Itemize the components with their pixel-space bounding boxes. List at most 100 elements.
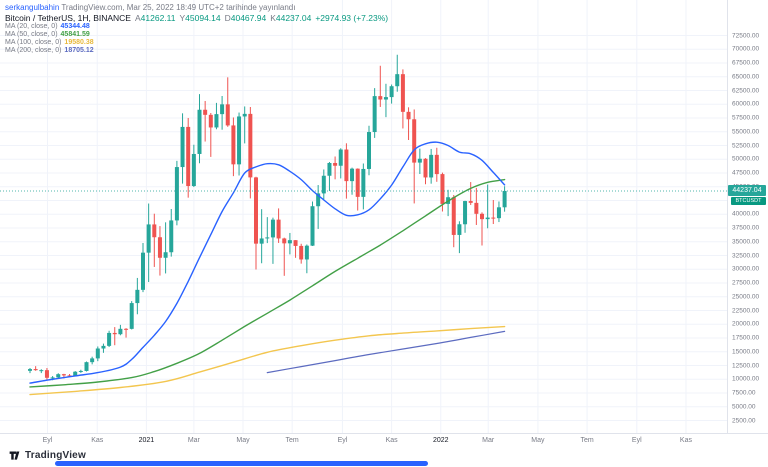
candle-body [50, 377, 55, 379]
candle-body [440, 174, 445, 204]
y-tick: 67500.00 [732, 59, 760, 67]
candle-body [157, 237, 162, 258]
candle-body [400, 74, 405, 112]
x-tick: 2022 [432, 437, 449, 444]
ma-legend-row[interactable]: MA (200, close, 0) 18705.12 [5, 47, 388, 55]
y-tick: 65000.00 [732, 73, 760, 81]
y-tick: 7500.00 [732, 389, 756, 397]
ma-line-ma20 [29, 141, 506, 384]
y-tick: 72500.00 [732, 32, 760, 39]
price-chart[interactable] [0, 0, 727, 433]
y-tick: 57500.00 [732, 114, 760, 122]
candle-body [73, 371, 78, 377]
candle-body [107, 332, 112, 346]
ma-line-ma200 [266, 330, 506, 374]
candle-body [152, 224, 157, 238]
y-tick: 32500.00 [732, 252, 760, 259]
candle-body [203, 109, 208, 115]
candle-body [496, 207, 501, 219]
x-tick: 2021 [138, 437, 155, 444]
attribution-text: TradingView.com, Mar 25, 2022 18:49 UTC+… [59, 3, 296, 12]
candle-body [412, 119, 417, 163]
y-tick: 25000.00 [732, 293, 760, 301]
candle-body [310, 206, 315, 246]
candle-body [276, 219, 281, 239]
candle-body [169, 220, 174, 253]
candle-body [338, 149, 343, 166]
y-tick: 37500.00 [732, 224, 760, 232]
y-tick: 47500.00 [732, 169, 760, 177]
candle-body [316, 193, 321, 207]
candle-body [395, 74, 400, 87]
candle-body [67, 375, 72, 377]
x-tick: May [531, 437, 545, 444]
symbol-tag: BTCUSDT [731, 197, 766, 206]
candle-body [457, 224, 462, 235]
tradingview-logo-icon[interactable] [8, 449, 21, 462]
candlestick-series [28, 54, 507, 381]
candle-body [463, 201, 468, 225]
last-price-label: 44237.04 [728, 185, 766, 197]
x-tick: Eyl [337, 437, 348, 444]
candle-body [248, 113, 253, 178]
candle-body [186, 126, 191, 187]
candle-body [378, 96, 383, 100]
candle-body [180, 126, 185, 168]
high-value: 45094.14 [185, 13, 221, 23]
low-value: 40467.94 [230, 13, 267, 23]
candle-body [237, 116, 242, 165]
y-tick: 50000.00 [732, 155, 760, 163]
candle-body [389, 86, 394, 98]
x-tick: Mar [482, 437, 495, 444]
change-value: +2974.93 (+7.23%) [315, 13, 389, 23]
ma100-value: 19580.38 [64, 39, 94, 46]
x-tick: Eyl [631, 437, 642, 444]
candle-body [33, 369, 38, 371]
candle-body [417, 158, 422, 163]
time-axis[interactable]: Eyl Kas 2021 Mar May Tem Eyl Kas 2022 Mar May Tem Ey… [0, 433, 768, 450]
ma50-label: MA (50, close, 0) [5, 31, 58, 38]
y-tick: 60000.00 [732, 100, 760, 108]
low-key: D [224, 13, 231, 23]
candle-body [429, 154, 434, 178]
candle-body [39, 370, 44, 372]
x-tick: Eyl [42, 437, 53, 444]
candle-body [124, 328, 129, 330]
tradingview-logo-text[interactable]: TradingView [25, 450, 86, 461]
x-tick: Tem [285, 437, 299, 444]
candle-body [231, 125, 236, 165]
candle-body [56, 374, 61, 378]
candle-body [90, 358, 95, 363]
ma-legend-row[interactable]: MA (50, close, 0) 45841.59 [5, 31, 388, 39]
candle-body [299, 245, 304, 260]
author-link[interactable]: serkangulbahin [5, 3, 60, 12]
y-tick: 35000.00 [732, 238, 760, 246]
x-tick: Mar [187, 437, 200, 444]
candle-body [174, 167, 179, 221]
y-tick: 52500.00 [732, 142, 760, 149]
candle-body [208, 114, 213, 128]
ma20-value: 45344.48 [60, 23, 90, 30]
candle-body [474, 202, 479, 214]
candle-body [282, 238, 287, 244]
candle-body [101, 345, 106, 349]
y-tick: 22500.00 [732, 307, 760, 314]
candle-body [135, 289, 140, 304]
candle-body [383, 97, 388, 100]
ma100-label: MA (100, close, 0) [5, 39, 62, 46]
symbol-title[interactable]: Bitcoin / TetherUS, 1H, BINANCE [5, 13, 131, 23]
candle-body [78, 370, 83, 372]
open-value: 41262.11 [140, 13, 176, 23]
candle-body [355, 168, 360, 197]
price-axis[interactable]: 72500.00 70000.00 67500.00 65000.00 62500.00… [727, 0, 768, 433]
bottom-progress-bar [55, 461, 428, 466]
ma-legend-row[interactable]: MA (20, close, 0) 45344.48 [5, 23, 388, 31]
y-tick: 27500.00 [732, 279, 760, 287]
candle-body [163, 252, 168, 258]
chart-legend: Bitcoin / TetherUS, 1H, BINANCE A41262.11… [5, 13, 388, 55]
candle-body [44, 370, 49, 378]
candle-body [141, 252, 145, 290]
ma-legend-row[interactable]: MA (100, close, 0) 19580.38 [5, 39, 388, 47]
y-tick: 55000.00 [732, 128, 760, 136]
